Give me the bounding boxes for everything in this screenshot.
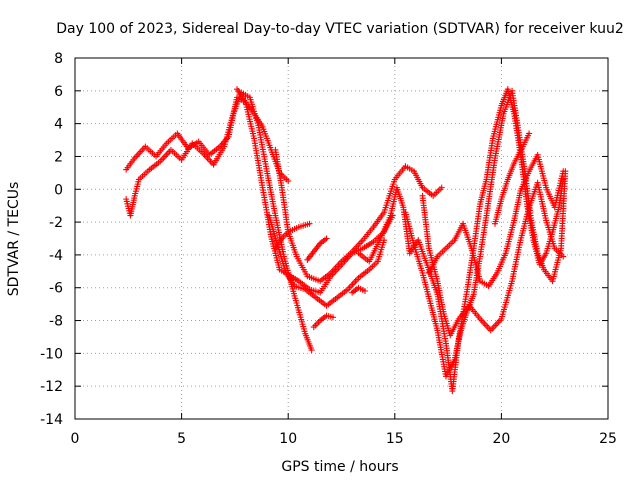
series-arc13 — [425, 151, 567, 290]
x-tick-label: 0 — [71, 431, 80, 447]
data-point — [560, 253, 567, 260]
y-tick-label: -8 — [49, 314, 63, 330]
x-tick-label: 15 — [386, 431, 404, 447]
y-tick-label: 2 — [54, 149, 63, 165]
data-point — [526, 130, 533, 137]
y-tick-label: 4 — [54, 117, 63, 133]
series-arc11 — [402, 87, 569, 380]
data-point — [323, 235, 330, 242]
y-tick-label: -14 — [40, 412, 63, 428]
x-axis-label: GPS time / hours — [281, 459, 398, 475]
y-tick-label: 6 — [54, 84, 63, 100]
series-arc2 — [123, 89, 315, 354]
y-tick-label: -12 — [40, 379, 63, 395]
grid-lines — [75, 58, 608, 419]
y-axis-label: SDTVAR / TECUs — [6, 182, 22, 297]
x-tick-label: 10 — [279, 431, 297, 447]
data-point — [306, 220, 313, 227]
chart-title: Day 100 of 2023, Sidereal Day-to-day VTE… — [56, 21, 624, 37]
plot-frame — [74, 57, 609, 420]
axis-ticks: 0 5 10 15 20 25 -14 -12 -10 -8 -6 -4 -2 0 2 4 6 8 — [40, 51, 617, 447]
series-arc8 — [304, 235, 330, 263]
data-point — [560, 168, 567, 175]
y-tick-label: 8 — [54, 51, 63, 67]
y-tick-label: -6 — [49, 281, 63, 297]
data-point — [361, 288, 368, 295]
data-point — [438, 184, 445, 191]
y-tick-label: -2 — [49, 215, 63, 231]
x-tick-label: 5 — [177, 431, 186, 447]
data-point — [329, 314, 336, 321]
x-tick-label: 25 — [599, 431, 617, 447]
series-arc7 — [272, 220, 313, 252]
series-arc9 — [349, 284, 368, 296]
y-tick-label: -10 — [40, 346, 63, 362]
y-tick-label: -4 — [49, 248, 63, 264]
series-arc5 — [266, 212, 388, 309]
data-point — [308, 347, 315, 354]
series-arc6 — [310, 312, 336, 331]
data-point — [285, 178, 292, 185]
series-arc14 — [492, 130, 533, 227]
x-tick-label: 20 — [492, 431, 510, 447]
data-points — [123, 86, 569, 395]
series-arc4 — [272, 146, 445, 285]
y-tick-label: 0 — [54, 182, 63, 198]
